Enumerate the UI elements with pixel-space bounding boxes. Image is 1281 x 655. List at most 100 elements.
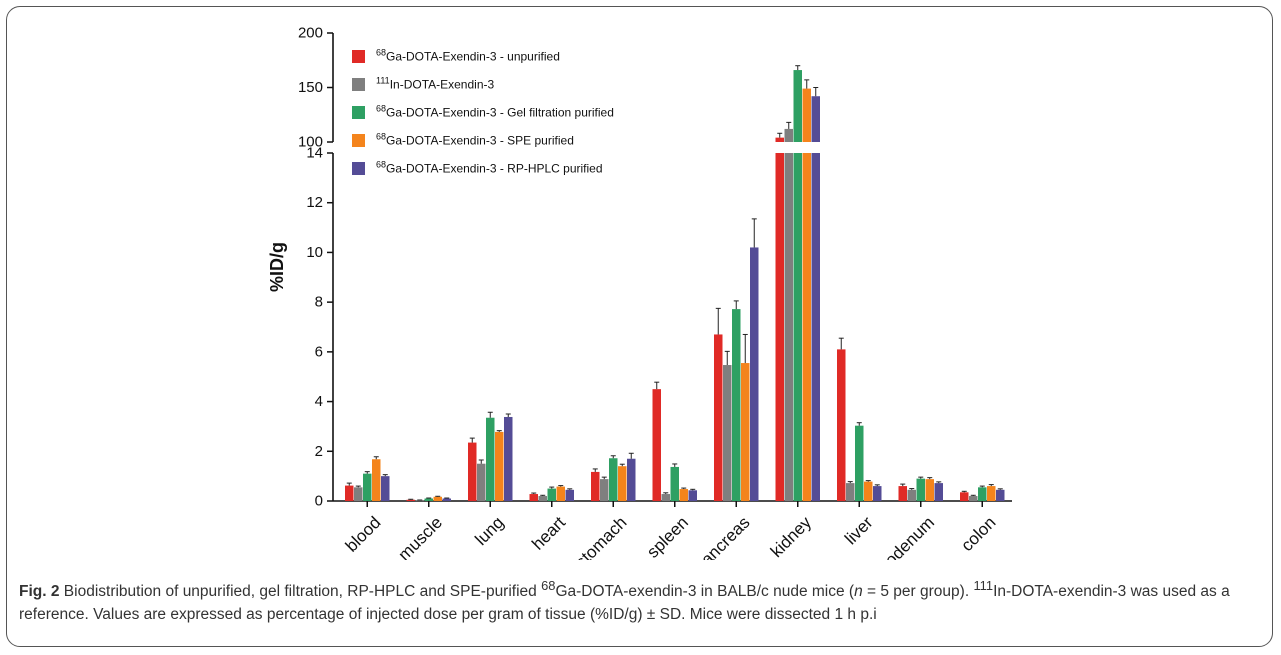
bar <box>495 431 504 501</box>
bar <box>661 494 670 501</box>
bar-upper-segment <box>775 137 784 142</box>
legend-label-text: Ga-DOTA-Exendin-3 - RP-HPLC purified <box>386 162 603 176</box>
bar <box>442 498 451 501</box>
bar <box>670 466 679 501</box>
bar <box>652 389 661 501</box>
caption-text-2: Ga-DOTA-exendin-3 in BALB/c nude mice ( <box>555 583 855 601</box>
bar <box>618 466 627 501</box>
bar <box>372 459 381 501</box>
bar-upper-segment <box>784 128 793 142</box>
y-tick-label: 6 <box>315 343 323 360</box>
caption-sup-1: 68 <box>541 578 556 593</box>
bar <box>354 487 363 501</box>
y-tick-label: 200 <box>298 25 323 42</box>
y-tick-label: 100 <box>298 134 323 151</box>
bar <box>864 481 873 501</box>
legend-label: 68Ga-DOTA-Exendin-3 - RP-HPLC purified <box>376 160 603 176</box>
bar <box>732 309 741 501</box>
bar <box>996 489 1005 501</box>
bar <box>784 153 793 501</box>
y-axis-label: %ID/g <box>267 242 287 292</box>
bar <box>723 365 732 501</box>
category-label: pancreas <box>691 513 754 560</box>
bar <box>846 483 855 501</box>
bar <box>547 488 556 501</box>
legend-label: 68Ga-DOTA-Exendin-3 - unpurified <box>376 48 560 64</box>
bar <box>811 153 820 501</box>
category-label: spleen <box>643 513 692 560</box>
legend-label-text: In-DOTA-Exendin-3 <box>390 78 495 92</box>
bar <box>504 416 513 501</box>
bar <box>381 476 390 501</box>
y-tick-label: 8 <box>315 294 323 311</box>
bar <box>978 487 987 501</box>
axis-break-gap <box>332 143 1013 152</box>
bar <box>556 486 565 501</box>
legend-swatch <box>352 134 365 147</box>
bar <box>741 363 750 501</box>
legend-label-superscript: 111 <box>376 76 390 86</box>
bar <box>627 458 636 501</box>
bar <box>898 486 907 501</box>
figure-label: Fig. 2 <box>19 583 60 601</box>
bar <box>960 492 969 501</box>
bar <box>486 417 495 501</box>
legend-label-superscript: 68 <box>376 132 386 142</box>
caption-n: n <box>854 583 863 601</box>
caption-text-4: In-DOTA-exendin-3 was used as a referenc… <box>19 583 1230 624</box>
bar <box>750 247 759 501</box>
bar <box>345 485 354 501</box>
category-label: kidney <box>767 513 816 560</box>
bar <box>987 486 996 501</box>
bar <box>529 494 538 501</box>
legend-label-superscript: 68 <box>376 104 386 114</box>
bar <box>468 442 477 501</box>
bars <box>332 65 1013 502</box>
legend-label: 68Ga-DOTA-Exendin-3 - SPE purified <box>376 132 574 148</box>
legend-label: 111In-DOTA-Exendin-3 <box>376 76 494 92</box>
bar <box>969 496 978 501</box>
bar <box>907 489 916 501</box>
bar <box>837 349 846 501</box>
bar <box>873 486 882 501</box>
category-label: duodenum <box>868 513 938 560</box>
bar <box>679 489 688 501</box>
bar-upper-segment <box>793 70 802 142</box>
bar <box>688 490 697 501</box>
y-tick-label: 4 <box>315 393 323 410</box>
y-tick-label: 0 <box>315 493 323 510</box>
legend-swatch <box>352 50 365 63</box>
legend-label-text: Ga-DOTA-Exendin-3 - unpurified <box>386 50 560 64</box>
bar <box>406 499 415 501</box>
bar <box>415 500 424 502</box>
category-label: lung <box>471 513 507 549</box>
category-label: muscle <box>395 513 447 560</box>
bar <box>600 479 609 501</box>
bar <box>565 489 574 501</box>
bar <box>477 463 486 501</box>
y-tick-label: 14 <box>306 145 323 162</box>
figure-frame <box>6 6 1273 647</box>
bar <box>934 483 943 501</box>
bar <box>363 473 372 501</box>
category-label: heart <box>528 513 569 554</box>
caption-sup-2: 111 <box>973 578 994 593</box>
bar <box>433 496 442 501</box>
category-label: liver <box>841 513 877 549</box>
bar <box>591 471 600 501</box>
bar <box>609 458 618 501</box>
bar <box>916 478 925 501</box>
bar <box>855 425 864 501</box>
category-label: colon <box>957 513 999 555</box>
bar <box>802 153 811 501</box>
bar-upper-segment <box>802 88 811 142</box>
figure-caption: Fig. 2 Biodistribution of unpurified, ge… <box>19 574 1264 626</box>
legend-swatch <box>352 78 365 91</box>
y-tick-label: 150 <box>298 79 323 96</box>
legend-label-superscript: 68 <box>376 160 386 170</box>
legend-swatch <box>352 162 365 175</box>
caption-text-3: = 5 per group). <box>862 583 974 601</box>
y-tick-label: 2 <box>315 443 323 460</box>
bar <box>775 153 784 501</box>
